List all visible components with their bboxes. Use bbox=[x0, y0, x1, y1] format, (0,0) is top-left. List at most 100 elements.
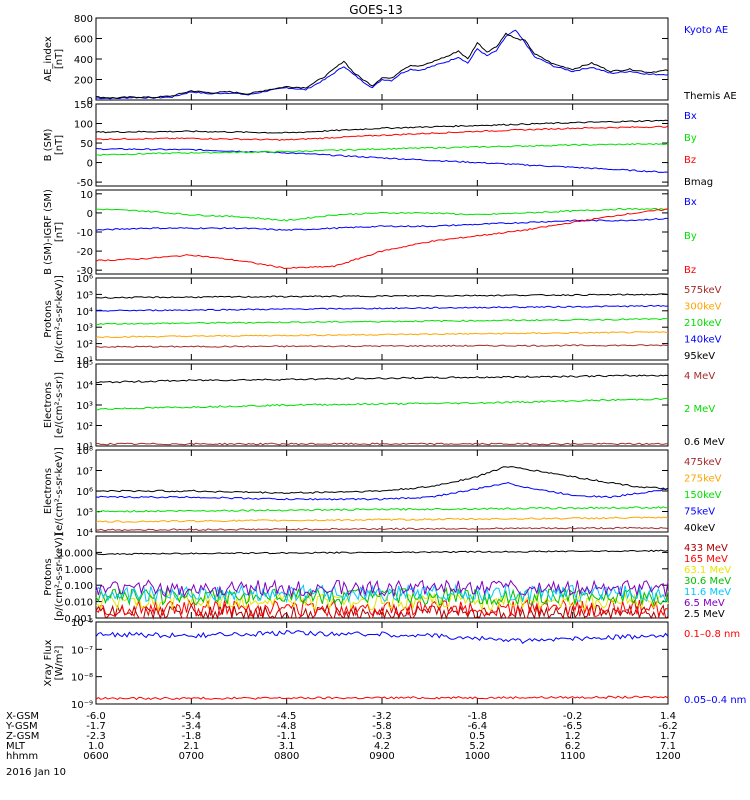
x-axis-value: -4.8 bbox=[277, 721, 297, 732]
legend-entry: 150keV bbox=[684, 490, 722, 501]
x-axis-value: 4.2 bbox=[374, 741, 390, 752]
series-75kev bbox=[95, 481, 669, 501]
series-themis-ae bbox=[96, 32, 669, 99]
series-275kev bbox=[95, 516, 669, 523]
series-bz bbox=[95, 125, 669, 141]
legend-entry: Bmag bbox=[684, 177, 713, 188]
legend-entry: Bx bbox=[684, 111, 697, 122]
y-axis-label: [W/m²] bbox=[54, 645, 65, 680]
legend-entry: By bbox=[684, 231, 697, 242]
legend-entry: 300keV bbox=[684, 302, 722, 313]
legend-entry: 0.1–0.8 nm bbox=[684, 629, 740, 640]
series-0-1-0-8-nm bbox=[95, 695, 669, 701]
y-tick-label: 10⁴ bbox=[76, 528, 93, 539]
y-tick-label: 600 bbox=[74, 35, 93, 46]
y-tick-label: 10⁷ bbox=[76, 467, 93, 478]
x-axis-value: 5.2 bbox=[469, 741, 485, 752]
x-axis-value: -6.2 bbox=[658, 721, 678, 732]
x-axis-table: X-GSM -6.0 -5.4 -4.5 -3.2 -1.8 -0.2 1.4 Y-GSM -1.… bbox=[5, 711, 681, 762]
panel-5: 10¹ 10² 10³ 10⁴ 10⁵ Electrons [e/(cm²-s-sr)] 4 … bbox=[43, 360, 725, 453]
y-tick-label: 200 bbox=[74, 76, 93, 87]
series-95kev bbox=[95, 293, 669, 299]
x-axis-value: -3.4 bbox=[182, 721, 202, 732]
y-axis-label: B (SM) bbox=[43, 128, 54, 161]
y-axis-label: [e/(cm²-s-sr)] bbox=[54, 372, 65, 438]
date-label: 2016 Jan 10 bbox=[6, 767, 66, 778]
legend-entry: 575keV bbox=[684, 285, 722, 296]
panel-1: 0 200 400 600 800 AE_index [nT] Kyoto AE Themis … bbox=[43, 14, 737, 107]
legend-entry: 140keV bbox=[684, 335, 722, 346]
y-axis-label: Protons bbox=[43, 300, 54, 337]
panel-4: 10¹ 10² 10³ 10⁴ 10⁵ 10⁶ Protons [p/(cm²-s-sr-ke… bbox=[43, 274, 722, 367]
y-tick-label: 0 bbox=[87, 209, 93, 220]
series-4-mev bbox=[95, 442, 669, 446]
legend-entry: 95keV bbox=[684, 351, 715, 362]
y-tick-label: 10³ bbox=[76, 323, 93, 334]
series-210kev bbox=[95, 317, 668, 326]
y-tick-label: 10⁵ bbox=[76, 508, 93, 519]
panel-frame bbox=[95, 621, 669, 705]
legend-entry: Bz bbox=[684, 155, 696, 166]
x-axis-value: 6.2 bbox=[565, 741, 581, 752]
series-475kev bbox=[95, 526, 669, 532]
legend-entry: 0.6 MeV bbox=[684, 437, 725, 448]
x-axis-value: -4.5 bbox=[277, 711, 297, 722]
y-tick-label: 50 bbox=[80, 139, 93, 150]
x-axis-value: 0.5 bbox=[469, 731, 485, 742]
y-tick-label: -30 bbox=[77, 266, 93, 277]
x-axis-value: -1.8 bbox=[182, 731, 202, 742]
y-tick-label: 10⁸ bbox=[76, 446, 93, 457]
legend-entry: 0.05–0.4 nm bbox=[684, 695, 746, 706]
legend-entry: Bx bbox=[684, 197, 697, 208]
series-by bbox=[95, 142, 669, 156]
x-axis-value: -0.3 bbox=[372, 731, 392, 742]
x-axis-row-label: X-GSM bbox=[6, 711, 39, 722]
legend-entry: 4 MeV bbox=[684, 371, 715, 382]
series-165-mev bbox=[95, 598, 669, 618]
y-tick-label: 10¹ bbox=[76, 356, 93, 367]
x-axis-value: -1.7 bbox=[86, 721, 106, 732]
series-150kev bbox=[95, 506, 669, 513]
panel-6: 10⁴ 10⁵ 10⁶ 10⁷ 10⁸ Electrons [e/(cm²-s-sr-keV… bbox=[43, 446, 722, 539]
y-tick-label: 10⁻⁹ bbox=[71, 700, 93, 711]
legend-entry: 275keV bbox=[684, 474, 722, 485]
x-axis-value: 7.1 bbox=[660, 741, 676, 752]
x-axis-value: -5.4 bbox=[182, 711, 202, 722]
panel-3: -30 -20 -10 0 10 B (SM)-IGRF (SM) [nT] Bx By Bz bbox=[43, 189, 697, 277]
legend-entry: 2.5 MeV bbox=[684, 609, 725, 620]
y-tick-label: 100 bbox=[74, 120, 93, 131]
x-axis-row-label: Z-GSM bbox=[6, 731, 39, 742]
panel-frame bbox=[95, 17, 669, 101]
series-11-6-mev bbox=[95, 583, 669, 604]
series-6-5-mev bbox=[95, 579, 669, 599]
y-axis-label: AE_index bbox=[43, 36, 54, 82]
y-tick-label: 10⁻⁶ bbox=[71, 618, 93, 629]
y-tick-label: 10⁶ bbox=[76, 487, 93, 498]
series-bz bbox=[95, 208, 669, 270]
panel-frame bbox=[95, 103, 669, 187]
x-axis-value: -6.0 bbox=[86, 711, 106, 722]
y-tick-label: 10⁶ bbox=[76, 274, 93, 285]
legend-entry: 2 MeV bbox=[684, 404, 715, 415]
y-tick-label: -20 bbox=[77, 247, 93, 258]
series-by bbox=[95, 207, 669, 222]
y-tick-label: 800 bbox=[74, 14, 93, 25]
series-300kev bbox=[95, 331, 669, 339]
figure-title: GOES-13 bbox=[349, 3, 403, 17]
series-bx bbox=[95, 147, 669, 173]
y-tick-label: 10⁵ bbox=[76, 290, 93, 301]
y-axis-label: [e/(cm²-s-sr-keV)] bbox=[54, 447, 65, 535]
y-axis-label: [nT] bbox=[54, 135, 65, 155]
series-63-1-mev bbox=[95, 591, 669, 612]
legend-entry: 433 MeV bbox=[684, 543, 728, 554]
y-tick-label: 10² bbox=[76, 422, 93, 433]
y-tick-label: 0 bbox=[87, 96, 93, 107]
x-axis-value: 1.7 bbox=[660, 731, 676, 742]
x-axis-value: 3.1 bbox=[279, 741, 295, 752]
x-axis-row-label: Y-GSM bbox=[5, 721, 38, 732]
legend-entry: 6.5 MeV bbox=[684, 598, 725, 609]
y-axis-label: B (SM)-IGRF (SM) bbox=[43, 189, 54, 275]
x-axis-value: -6.5 bbox=[563, 721, 583, 732]
